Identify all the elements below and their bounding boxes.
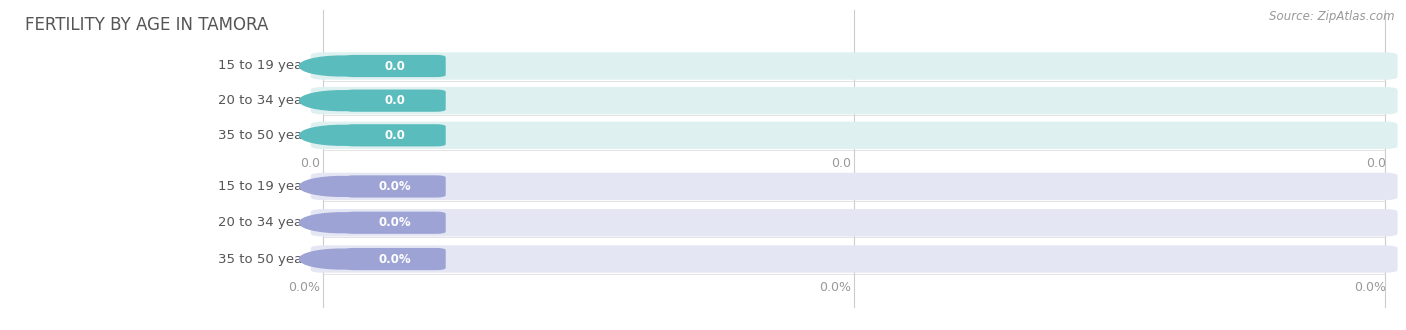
Circle shape [299,213,384,233]
Circle shape [299,91,384,111]
FancyBboxPatch shape [311,87,1398,115]
Text: 35 to 50 years: 35 to 50 years [218,252,315,266]
Text: 35 to 50 years: 35 to 50 years [218,129,315,142]
FancyBboxPatch shape [311,122,1398,149]
Text: 15 to 19 years: 15 to 19 years [218,59,315,73]
FancyBboxPatch shape [311,209,1398,236]
Text: 0.0: 0.0 [385,94,405,107]
FancyBboxPatch shape [344,55,446,77]
Text: 0.0%: 0.0% [1354,281,1386,294]
Text: 15 to 19 years: 15 to 19 years [218,180,315,193]
Text: Source: ZipAtlas.com: Source: ZipAtlas.com [1270,10,1395,23]
Text: 0.0%: 0.0% [820,281,852,294]
Text: FERTILITY BY AGE IN TAMORA: FERTILITY BY AGE IN TAMORA [25,16,269,35]
Circle shape [299,125,384,145]
FancyBboxPatch shape [344,212,446,234]
Text: 0.0: 0.0 [301,157,321,170]
Text: 0.0: 0.0 [831,157,852,170]
Text: 20 to 34 years: 20 to 34 years [218,94,315,107]
Circle shape [299,56,384,76]
Circle shape [299,249,384,269]
FancyBboxPatch shape [344,89,446,112]
Text: 0.0%: 0.0% [378,180,412,193]
FancyBboxPatch shape [311,52,1398,80]
FancyBboxPatch shape [311,246,1398,273]
FancyBboxPatch shape [344,175,446,198]
Text: 0.0: 0.0 [385,59,405,73]
Text: 0.0%: 0.0% [378,252,412,266]
Text: 0.0: 0.0 [1367,157,1386,170]
Text: 0.0: 0.0 [385,129,405,142]
FancyBboxPatch shape [344,248,446,270]
Text: 0.0%: 0.0% [288,281,321,294]
Circle shape [299,177,384,196]
FancyBboxPatch shape [344,124,446,147]
FancyBboxPatch shape [311,173,1398,200]
Text: 0.0%: 0.0% [378,216,412,229]
Text: 20 to 34 years: 20 to 34 years [218,216,315,229]
